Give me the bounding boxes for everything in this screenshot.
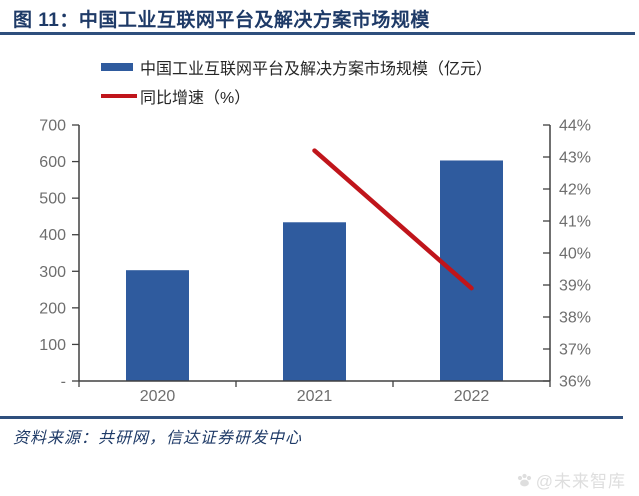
chart-legend: 中国工业互联网平台及解决方案市场规模（亿元） 同比增速（%） — [101, 52, 492, 110]
watermark-text: @未来智库 — [535, 472, 626, 491]
legend-label-market-size: 中国工业互联网平台及解决方案市场规模（亿元） — [140, 60, 493, 78]
footer-divider — [0, 416, 623, 419]
svg-text:42%: 42% — [559, 182, 591, 199]
svg-text:38%: 38% — [559, 310, 591, 327]
svg-text:600: 600 — [39, 154, 66, 171]
svg-text:41%: 41% — [559, 214, 591, 231]
watermark: @未来智库 — [516, 467, 626, 492]
svg-text:700: 700 — [39, 118, 66, 135]
svg-text:2020: 2020 — [140, 388, 176, 405]
svg-text:200: 200 — [39, 300, 66, 317]
svg-text:300: 300 — [39, 264, 66, 281]
svg-text:400: 400 — [39, 227, 66, 244]
bar-2021 — [283, 222, 346, 381]
bar-2020 — [126, 270, 189, 381]
paw-icon — [517, 473, 531, 486]
svg-text:39%: 39% — [559, 278, 591, 295]
source-note: 资料来源：共研网，信达证券研发中心 — [13, 430, 303, 447]
legend-item-growth: 同比增速（%） — [101, 81, 492, 110]
svg-text:36%: 36% — [559, 374, 591, 391]
svg-text:44%: 44% — [559, 118, 591, 135]
legend-item-market-size: 中国工业互联网平台及解决方案市场规模（亿元） — [101, 52, 492, 81]
growth-line — [312, 148, 474, 291]
svg-text:2021: 2021 — [297, 388, 333, 405]
svg-text:2022: 2022 — [454, 388, 490, 405]
svg-text:43%: 43% — [559, 150, 591, 167]
line-series-swatch — [101, 93, 137, 98]
svg-text:500: 500 — [39, 191, 66, 208]
page-title: 图 11：中国工业互联网平台及解决方案市场规模 — [13, 10, 430, 31]
svg-text:40%: 40% — [559, 246, 591, 263]
combo-chart: 700 600 500 400 300 200 100 - 44% 43% 42% 41% 40% 39%… — [39, 118, 591, 406]
svg-text:37%: 37% — [559, 342, 591, 359]
svg-text:-: - — [61, 374, 66, 391]
title-underline — [0, 32, 635, 35]
bar-series-swatch — [101, 62, 133, 71]
legend-label-growth: 同比增速（%） — [140, 89, 251, 107]
svg-text:100: 100 — [39, 337, 66, 354]
